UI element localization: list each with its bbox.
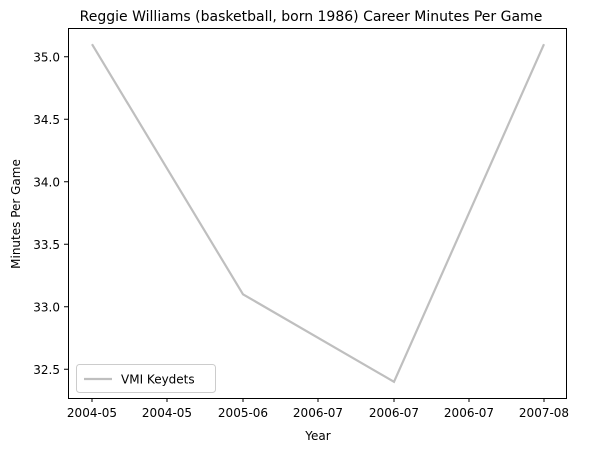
plot-area (68, 28, 567, 399)
legend-box (76, 364, 216, 393)
legend: VMI Keydets (76, 364, 216, 393)
x-tick-label: 2006-07 (369, 406, 419, 420)
series-line-vmi-keydets (91, 43, 546, 384)
y-axis: 32.5 33.0 33.5 34.0 34.5 35.0 (33, 50, 68, 377)
x-axis-title: Year (304, 429, 330, 443)
chart-title: Reggie Williams (basketball, born 1986) … (80, 9, 543, 25)
y-axis-title: Minutes Per Game (9, 159, 23, 269)
x-tick-label: 2007-08 (519, 406, 569, 420)
y-tick-label: 34.0 (33, 175, 60, 189)
x-tick-label: 2005-06 (218, 406, 268, 420)
x-tick-label: 2004-05 (142, 406, 192, 420)
y-tick-label: 32.5 (33, 363, 60, 377)
x-tick-label: 2006-07 (293, 406, 343, 420)
x-tick-label: 2004-05 (67, 406, 117, 420)
y-tick-label: 33.5 (33, 238, 60, 252)
x-axis: 2004-05 2004-05 2005-06 2006-07 2006-07 2006-… (67, 398, 569, 420)
legend-label-vmi-keydets: VMI Keydets (121, 373, 195, 387)
x-tick-label: 2006-07 (444, 406, 494, 420)
series-layer (91, 43, 546, 384)
y-tick-label: 33.0 (33, 300, 60, 314)
y-tick-label: 34.5 (33, 113, 60, 127)
y-tick-label: 35.0 (33, 50, 60, 64)
